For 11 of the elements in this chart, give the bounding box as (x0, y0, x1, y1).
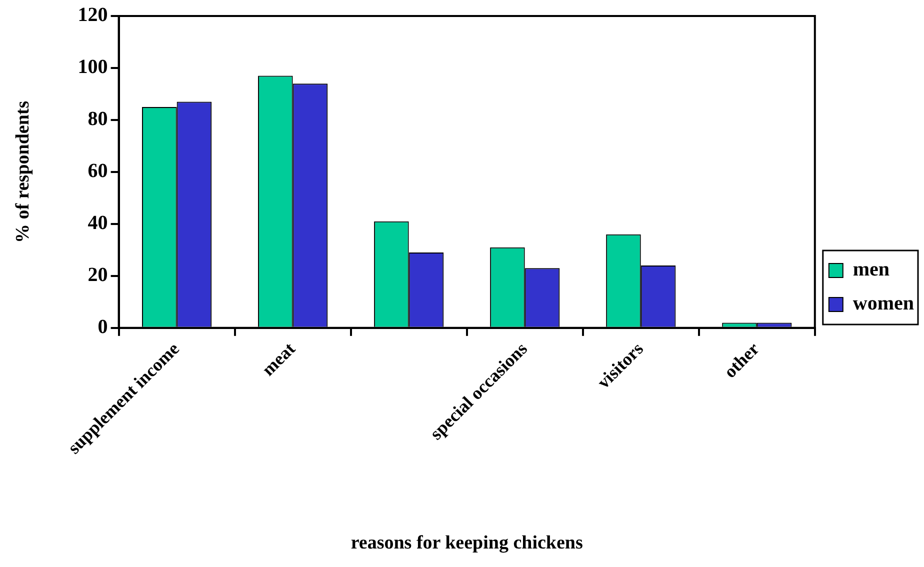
y-tick-label: 40 (88, 212, 108, 234)
y-axis-title: % of respondents (12, 100, 34, 244)
y-tick-label: 80 (88, 108, 108, 130)
x-axis-title: reasons for keeping chickens (350, 532, 583, 554)
y-tick-label: 0 (98, 316, 108, 338)
legend-label: women (852, 292, 914, 315)
y-tick-label: 100 (78, 56, 108, 78)
legend-label: men (852, 258, 890, 281)
y-tick-label: 60 (88, 160, 108, 182)
y-tick-label: 120 (78, 4, 108, 26)
y-tick-label: 20 (88, 264, 108, 286)
